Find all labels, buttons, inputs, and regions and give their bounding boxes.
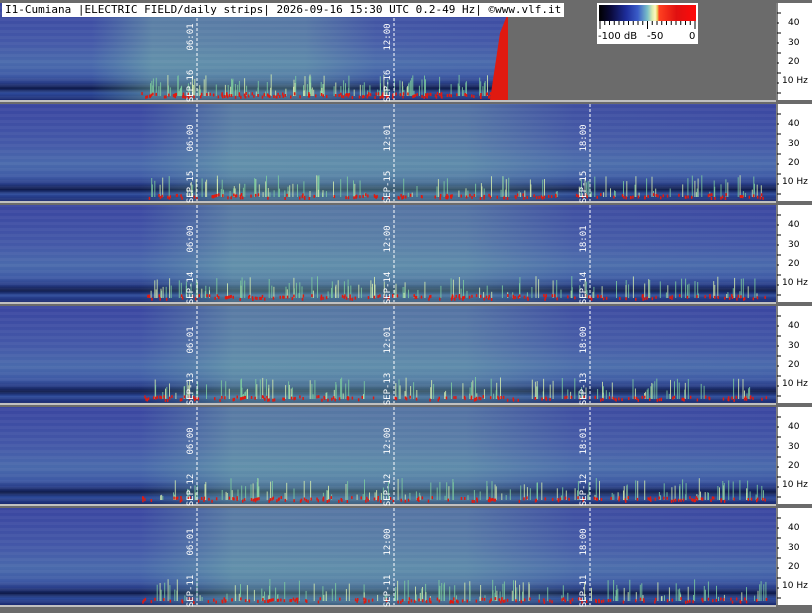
colorbar-legend: -100 dB -50 0 [597,3,698,44]
frequency-axis: 40 30 20 10 Hz [776,407,812,504]
time-marker-label: 12:00 [383,23,393,50]
strip-date-label: SEP-12 [186,474,196,507]
frequency-tick-label: 40 [788,321,800,331]
strip-date-label: SEP-15 [579,171,589,204]
frequency-tick-label: 30 [788,240,800,250]
frequency-axis: 40 30 20 10 Hz [776,306,812,403]
strip-noise-spikes [142,579,768,604]
time-marker-label: 06:00 [186,427,196,454]
strip-date-label: SEP-13 [579,373,589,406]
time-marker-label: 18:00 [579,326,589,353]
frequency-tick-label: 10 Hz [782,177,808,187]
strip-harmonic-lines [0,306,776,403]
frequency-tick-label: 30 [788,139,800,149]
frequency-axis: 40 30 20 10 Hz [776,3,812,100]
frequency-tick-label: 10 Hz [782,581,808,591]
frequency-axis: 40 30 20 10 Hz [776,104,812,201]
frequency-tick-label: 30 [788,442,800,452]
time-marker-label: 12:01 [383,326,393,353]
strip-harmonic-lines [0,3,508,100]
strip-harmonic-lines [0,205,776,302]
frequency-tick-label: 30 [788,341,800,351]
strip-date-label: SEP-14 [383,272,393,305]
frequency-tick-label: 30 [788,543,800,553]
strip-date-label: SEP-13 [186,373,196,406]
frequency-tick-label: 10 Hz [782,379,808,389]
strip-date-label: SEP-13 [383,373,393,406]
frequency-tick-label: 30 [788,38,800,48]
strip-date-label: SEP-11 [383,575,393,608]
strip-sep-16: 06:01 SEP-16 12:00 SEP-16 40 30 20 10 Hz [0,3,812,102]
strip-noise-spikes [142,478,766,503]
strip-date-label: SEP-14 [186,272,196,305]
strip-noise-spikes [147,276,766,301]
strip-sep-12: 06:00 SEP-12 12:00 SEP-12 18:01 SEP-12 40 30 20 1… [0,407,812,506]
frequency-tick-label: 40 [788,220,800,230]
colorbar-ticks [599,21,696,29]
frequency-axis: 40 30 20 10 Hz [776,205,812,302]
frequency-tick-label: 20 [788,461,800,471]
frequency-tick-label: 10 Hz [782,76,808,86]
strip-sep-13: 06:01 SEP-13 12:01 SEP-13 18:00 SEP-13 40 30 20 1… [0,306,812,405]
time-marker-label: 18:00 [579,528,589,555]
strip-harmonic-lines [0,508,776,605]
strip-noise-spikes [144,377,768,402]
strip-date-label: SEP-15 [383,171,393,204]
strip-date-label: SEP-11 [579,575,589,608]
time-marker-label: 06:00 [186,124,196,151]
frequency-tick-label: 20 [788,360,800,370]
strip-noise-spikes [141,74,498,99]
time-marker-label: 06:00 [186,225,196,252]
colorbar-label-min: -100 dB [598,31,638,42]
strip-date-label: SEP-16 [186,70,196,103]
time-marker-label: 12:01 [383,124,393,151]
frequency-tick-label: 20 [788,57,800,67]
strip-date-label: SEP-15 [186,171,196,204]
frequency-tick-label: 40 [788,18,800,28]
time-marker-label: 12:00 [383,225,393,252]
frequency-tick-label: 20 [788,562,800,572]
frequency-tick-label: 40 [788,119,800,129]
strip-date-label: SEP-12 [383,474,393,507]
frequency-tick-label: 10 Hz [782,278,808,288]
strip-sep-14: 06:00 SEP-14 12:00 SEP-14 18:01 SEP-14 40 30 20 1… [0,205,812,304]
time-marker-label: 12:00 [383,427,393,454]
colorbar-gradient [599,5,696,21]
frequency-tick-label: 10 Hz [782,480,808,490]
strip-burst [490,13,508,100]
colorbar-label-max: 0 [689,31,696,42]
strip-date-label: SEP-12 [579,474,589,507]
time-marker-label: 18:01 [579,225,589,252]
frequency-tick-label: 20 [788,259,800,269]
frequency-tick-label: 20 [788,158,800,168]
strip-date-label: SEP-14 [579,272,589,305]
frequency-tick-label: 40 [788,523,800,533]
time-marker-label: 12:00 [383,528,393,555]
colorbar-label-mid: -50 [647,31,664,42]
time-marker-label: 06:01 [186,326,196,353]
frequency-tick-label: 40 [788,422,800,432]
time-marker-label: 06:01 [186,23,196,50]
time-marker-label: 18:00 [579,124,589,151]
strip-date-label: SEP-11 [186,575,196,608]
strip-sep-11: 06:01 SEP-11 12:00 SEP-11 18:00 SEP-11 40 30 20 1… [0,508,812,607]
time-marker-label: 06:01 [186,528,196,555]
strip-noise-spikes [148,175,764,200]
frequency-axis: 40 30 20 10 Hz [776,508,812,605]
chart-title: I1-Cumiana |ELECTRIC FIELD/daily strips|… [2,3,565,17]
time-marker-label: 18:01 [579,427,589,454]
strip-sep-15: 06:00 SEP-15 12:01 SEP-15 18:00 SEP-15 40 30 20 1… [0,104,812,203]
strip-date-label: SEP-16 [383,70,393,103]
